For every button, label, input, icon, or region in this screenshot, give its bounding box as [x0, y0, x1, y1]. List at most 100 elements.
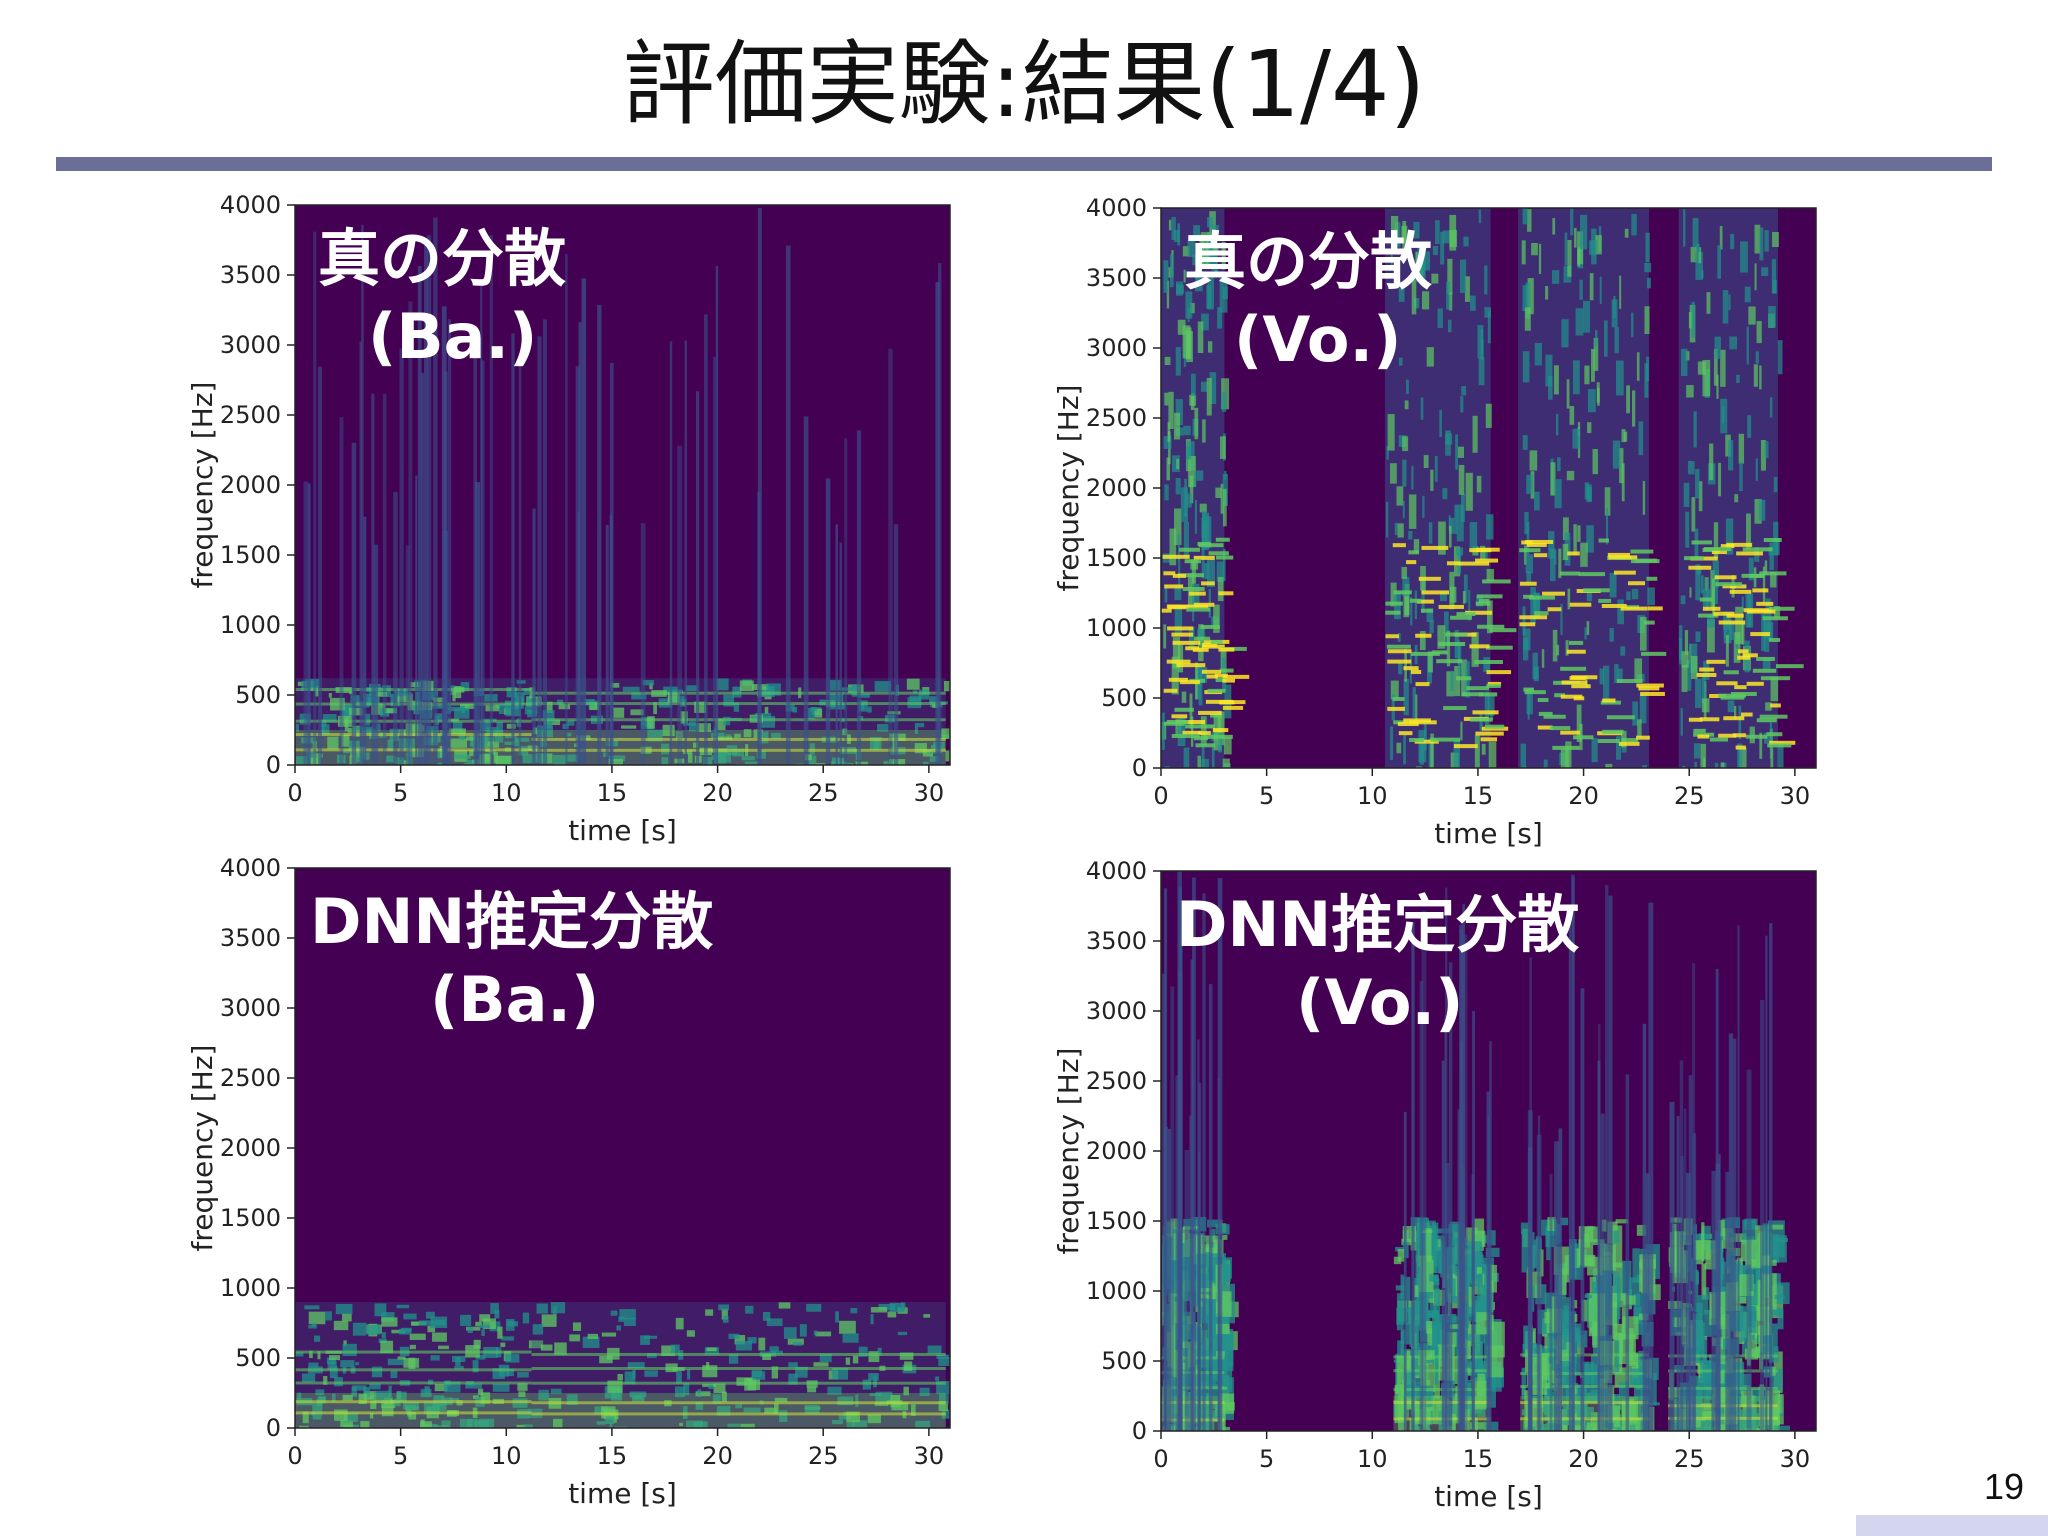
overlay-line-2: (Vo.): [1234, 302, 1402, 376]
y-tick-label: 4000: [1086, 857, 1147, 885]
y-tick-label: 3500: [220, 261, 281, 289]
overlay-line-2: (Vo.): [1296, 965, 1464, 1039]
y-tick-label: 2500: [1086, 1067, 1147, 1095]
x-axis-label: time [s]: [568, 1477, 677, 1510]
x-tick-label: 15: [597, 779, 628, 807]
y-tick-label: 1500: [220, 1204, 281, 1232]
x-tick-label: 15: [1463, 1445, 1494, 1473]
x-tick-label: 5: [393, 1442, 408, 1470]
panel-overlay-label: DNN推定分散 (Ba.): [310, 883, 713, 1038]
y-tick-label: 0: [266, 751, 281, 779]
x-axis-label: time [s]: [1434, 817, 1543, 850]
x-tick-label: 25: [1674, 1445, 1705, 1473]
overlay-line-1: 真の分散: [1184, 225, 1433, 298]
y-axis-label: frequency [Hz]: [1052, 1048, 1085, 1255]
overlay-line-1: DNN推定分散: [1176, 888, 1580, 961]
y-tick-label: 1000: [1086, 614, 1147, 642]
overlay-line-1: 真の分散: [318, 222, 567, 295]
spectrogram-chart: 0 500 1000 1500 2000 2500 3000 3500 4000 0 5 10 15 20…: [186, 854, 951, 1510]
x-tick-label: 5: [1259, 1445, 1274, 1473]
y-tick-label: 0: [266, 1414, 281, 1442]
x-tick-label: 5: [393, 779, 408, 807]
spectrogram-chart: 0 500 1000 1500 2000 2500 3000 3500 4000 0 5 10 15 20…: [1052, 194, 1817, 850]
y-tick-label: 1000: [1086, 1277, 1147, 1305]
y-tick-label: 1000: [220, 1274, 281, 1302]
x-axis-label: time [s]: [1434, 1480, 1543, 1513]
title-rule: [56, 157, 1992, 171]
y-tick-label: 2000: [1086, 1137, 1147, 1165]
y-tick-label: 4000: [1086, 194, 1147, 222]
x-tick-label: 0: [1153, 782, 1168, 810]
spectrogram-texture: [295, 207, 950, 765]
y-tick-label: 3000: [220, 331, 281, 359]
y-tick-label: 3000: [1086, 997, 1147, 1025]
y-tick-label: 1500: [1086, 544, 1147, 572]
y-tick-label: 1000: [220, 611, 281, 639]
x-tick-label: 20: [1568, 1445, 1599, 1473]
overlay-line-1: DNN推定分散: [310, 885, 714, 958]
y-tick-label: 2000: [220, 1134, 281, 1162]
page-number: 19: [1983, 1466, 2024, 1507]
y-tick-label: 500: [1101, 684, 1147, 712]
y-tick-label: 4000: [220, 191, 281, 219]
y-tick-label: 4000: [220, 854, 281, 882]
y-tick-label: 3000: [1086, 334, 1147, 362]
x-tick-label: 0: [1153, 1445, 1168, 1473]
spectrogram-panel-dnn-vocals: 0 500 1000 1500 2000 2500 3000 3500 4000 0 5 10 15 20…: [1026, 856, 1886, 1516]
x-tick-label: 25: [1674, 782, 1705, 810]
spectrogram-chart: 0 500 1000 1500 2000 2500 3000 3500 4000 0 5 10 15 20…: [186, 191, 951, 847]
overlay-line-2: (Ba.): [430, 962, 600, 1036]
y-tick-label: 2500: [1086, 404, 1147, 432]
x-tick-label: 30: [1780, 782, 1811, 810]
y-tick-label: 3500: [220, 924, 281, 952]
y-tick-label: 2500: [220, 401, 281, 429]
y-tick-label: 3000: [220, 994, 281, 1022]
corner-decoration: [1856, 1515, 2048, 1536]
x-tick-label: 5: [1259, 782, 1274, 810]
x-axis-label: time [s]: [568, 814, 677, 847]
overlay-line-2: (Ba.): [368, 299, 538, 373]
x-tick-label: 10: [491, 1442, 522, 1470]
x-tick-label: 10: [1357, 1445, 1388, 1473]
x-tick-label: 30: [914, 1442, 945, 1470]
x-tick-label: 10: [491, 779, 522, 807]
x-tick-label: 20: [1568, 782, 1599, 810]
y-tick-label: 2500: [220, 1064, 281, 1092]
x-tick-label: 15: [1463, 782, 1494, 810]
slide-title: 評価実験:結果(1/4): [622, 31, 1426, 138]
spectrogram-panel-true-bass: 0 500 1000 1500 2000 2500 3000 3500 4000 0 5 10 15 20…: [160, 190, 1020, 850]
x-tick-label: 30: [914, 779, 945, 807]
spectrogram-texture: [1161, 208, 1804, 768]
panel-overlay-label: 真の分散 (Ba.): [318, 220, 566, 375]
y-tick-label: 500: [235, 681, 281, 709]
y-tick-label: 500: [1101, 1347, 1147, 1375]
x-tick-label: 15: [597, 1442, 628, 1470]
y-tick-label: 1500: [1086, 1207, 1147, 1235]
y-tick-label: 3500: [1086, 264, 1147, 292]
y-tick-label: 0: [1132, 754, 1147, 782]
x-tick-label: 0: [287, 779, 302, 807]
panel-overlay-label: DNN推定分散 (Vo.): [1176, 886, 1579, 1041]
x-tick-label: 20: [702, 779, 733, 807]
y-axis-label: frequency [Hz]: [186, 382, 219, 589]
y-tick-label: 2000: [220, 471, 281, 499]
x-tick-label: 25: [808, 1442, 839, 1470]
y-axis-label: frequency [Hz]: [1052, 385, 1085, 592]
y-tick-label: 0: [1132, 1417, 1147, 1445]
spectrogram-chart: 0 500 1000 1500 2000 2500 3000 3500 4000 0 5 10 15 20…: [1052, 857, 1817, 1513]
x-tick-label: 30: [1780, 1445, 1811, 1473]
y-tick-label: 3500: [1086, 927, 1147, 955]
spectrogram-panel-true-vocals: 0 500 1000 1500 2000 2500 3000 3500 4000 0 5 10 15 20…: [1026, 193, 1886, 853]
y-tick-label: 500: [235, 1344, 281, 1372]
x-tick-label: 25: [808, 779, 839, 807]
x-tick-label: 20: [702, 1442, 733, 1470]
y-axis-label: frequency [Hz]: [186, 1045, 219, 1252]
spectrogram-texture: [1161, 871, 1791, 1431]
x-tick-label: 10: [1357, 782, 1388, 810]
x-tick-label: 0: [287, 1442, 302, 1470]
y-tick-label: 2000: [1086, 474, 1147, 502]
spectrogram-texture: [295, 1302, 950, 1428]
spectrogram-panel-dnn-bass: 0 500 1000 1500 2000 2500 3000 3500 4000 0 5 10 15 20…: [160, 853, 1020, 1513]
y-tick-label: 1500: [220, 541, 281, 569]
panel-overlay-label: 真の分散 (Vo.): [1184, 223, 1432, 378]
